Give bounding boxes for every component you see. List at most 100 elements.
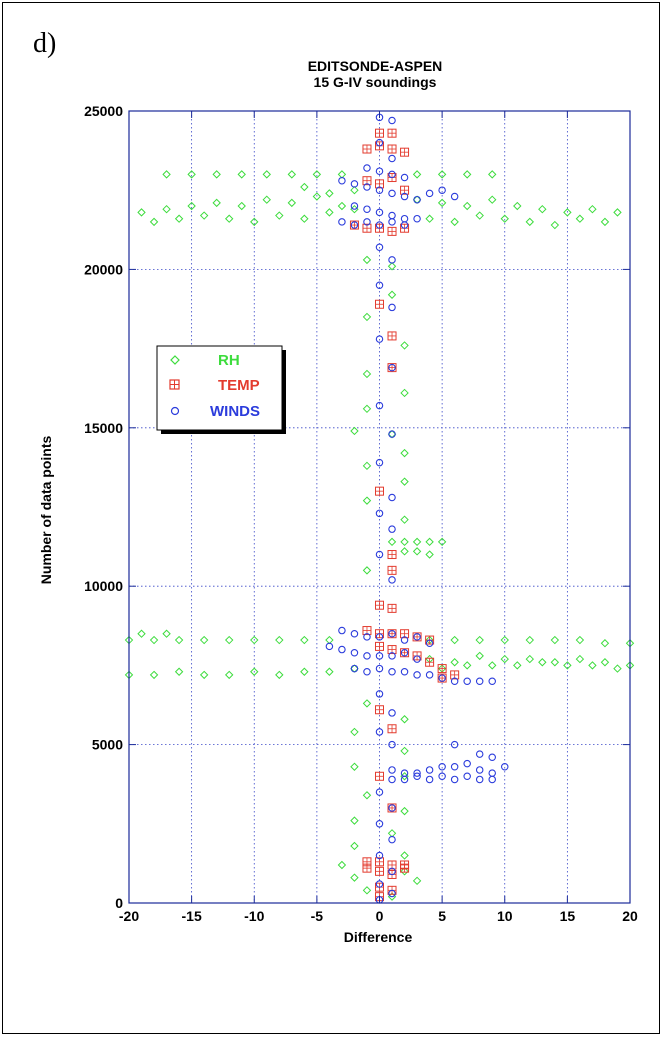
x-axis-label: Difference [344,929,413,945]
x-tick-label: 20 [622,908,638,924]
winds-point [388,218,396,226]
rh-point [224,670,234,680]
rh-point [199,670,209,680]
rh-point [350,841,359,851]
rh-point [174,214,184,223]
rh-point [162,170,171,179]
winds-point [375,401,384,410]
winds-point [375,550,384,559]
temp-point [387,550,397,560]
winds-point [413,195,421,204]
rh-point [362,496,372,505]
rh-point [588,205,597,214]
rh-point [488,195,497,204]
winds-point [375,690,384,698]
rh-point [337,860,347,870]
winds-point [375,880,384,888]
winds-point [388,363,396,372]
rh-point [412,547,422,556]
winds-point [375,167,384,175]
winds-point [413,214,421,223]
rh-point [450,658,459,667]
rh-point [400,746,409,756]
winds-point [475,766,484,774]
temp-point [375,705,384,715]
winds-point [425,775,434,784]
winds-point [388,889,396,898]
rh-point [187,201,196,211]
rh-point [400,537,409,547]
rh-point [199,635,209,645]
series-winds [325,113,509,904]
winds-point [438,186,446,194]
winds-point [375,221,384,229]
temp-point [425,657,435,667]
rh-point [500,214,509,223]
winds-point [413,655,421,663]
rh-point [563,208,572,217]
y-tick-label: 15000 [84,420,123,436]
temp-point [387,645,397,655]
rh-point [575,214,585,223]
rh-point [287,170,297,179]
winds-point [413,772,421,781]
rh-point [250,667,259,676]
rh-point [412,170,422,179]
rh-point [387,262,397,271]
y-tick-label: 0 [115,895,123,911]
temp-point [375,641,384,651]
winds-point [375,138,384,147]
legend: RH TEMP WINDS [156,345,286,434]
winds-point [375,788,384,796]
rh-point [500,654,509,664]
rh-point [400,477,409,486]
winds-point [375,652,384,660]
rh-point [362,886,372,895]
winds-point [463,677,471,685]
winds-point [350,648,359,657]
temp-point [450,670,460,680]
winds-point [350,180,359,188]
winds-point [363,633,371,641]
rh-point [137,629,146,638]
winds-point [425,639,434,647]
rh-point [149,635,159,645]
rh-point [325,189,334,198]
rh-point [600,639,610,648]
temp-point [362,223,372,233]
temp-point [387,603,397,613]
winds-point [363,667,371,676]
temp-point [375,299,384,309]
temp-point [400,863,410,873]
data-points [124,113,635,904]
winds-point [338,218,346,226]
rh-point [488,661,497,670]
rh-point [174,667,184,676]
rh-point [149,217,159,227]
grid-lines [129,111,630,903]
winds-point [425,189,434,198]
rh-point [525,635,535,645]
rh-point [513,661,522,670]
winds-point [450,192,459,201]
winds-point [413,633,421,641]
winds-point [400,192,409,201]
rh-point [575,635,585,645]
rh-point [400,388,409,398]
rh-point [400,547,409,556]
rh-point [300,667,309,676]
temp-point [387,128,397,138]
rh-point [287,198,297,208]
winds-point [363,164,371,172]
rh-point [613,208,622,217]
temp-point [387,724,397,734]
legend-marker-winds [170,406,180,416]
rh-point [325,208,334,217]
winds-point [400,221,409,229]
rh-point [162,629,171,638]
rh-point [350,185,359,195]
rh-point [400,715,409,724]
temp-point [375,600,384,610]
rh-point [187,170,196,179]
legend-box [156,345,283,431]
